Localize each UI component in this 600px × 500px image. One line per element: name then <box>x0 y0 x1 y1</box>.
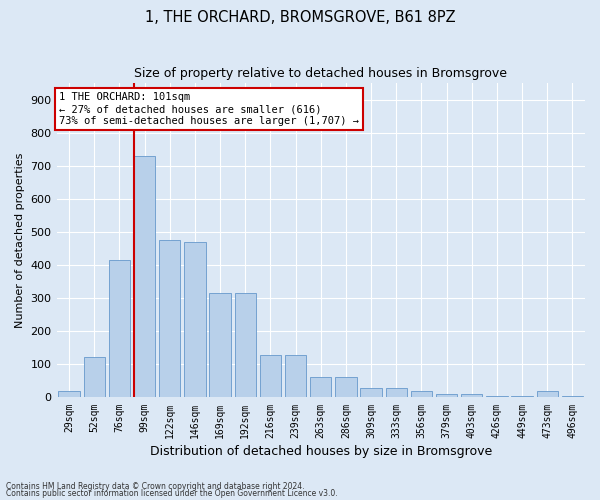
Text: Contains public sector information licensed under the Open Government Licence v3: Contains public sector information licen… <box>6 490 338 498</box>
Bar <box>386 388 407 398</box>
Bar <box>335 376 356 398</box>
Bar <box>260 355 281 398</box>
Bar <box>235 293 256 398</box>
Bar <box>58 392 80 398</box>
Bar <box>134 156 155 398</box>
Bar <box>536 392 558 398</box>
Text: 1 THE ORCHARD: 101sqm
← 27% of detached houses are smaller (616)
73% of semi-det: 1 THE ORCHARD: 101sqm ← 27% of detached … <box>59 92 359 126</box>
Bar <box>461 394 482 398</box>
Y-axis label: Number of detached properties: Number of detached properties <box>15 152 25 328</box>
Bar <box>562 396 583 398</box>
Bar <box>83 357 105 398</box>
Bar <box>486 396 508 398</box>
Title: Size of property relative to detached houses in Bromsgrove: Size of property relative to detached ho… <box>134 68 507 80</box>
Bar <box>209 293 231 398</box>
Bar <box>285 355 307 398</box>
Bar <box>411 392 432 398</box>
Bar <box>436 394 457 398</box>
Bar <box>109 260 130 398</box>
Bar <box>310 376 331 398</box>
Bar <box>361 388 382 398</box>
X-axis label: Distribution of detached houses by size in Bromsgrove: Distribution of detached houses by size … <box>149 444 492 458</box>
Bar <box>159 240 181 398</box>
Text: Contains HM Land Registry data © Crown copyright and database right 2024.: Contains HM Land Registry data © Crown c… <box>6 482 305 491</box>
Bar <box>511 396 533 398</box>
Bar <box>184 242 206 398</box>
Text: 1, THE ORCHARD, BROMSGROVE, B61 8PZ: 1, THE ORCHARD, BROMSGROVE, B61 8PZ <box>145 10 455 25</box>
